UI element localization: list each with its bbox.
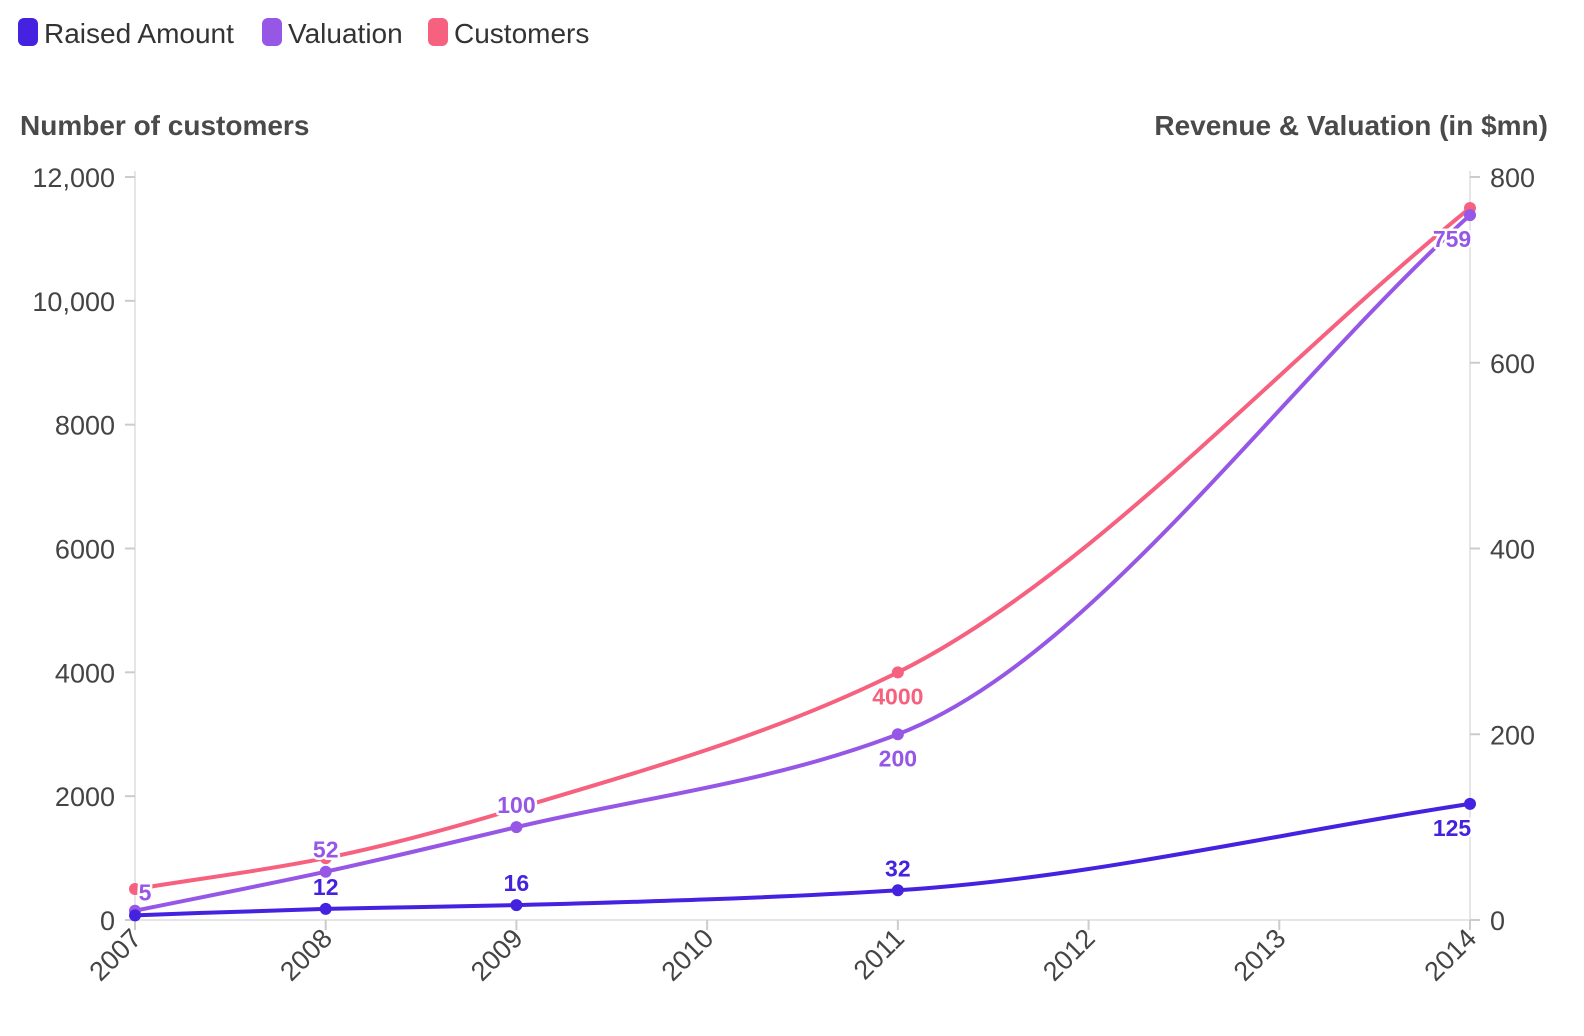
left-tick-label: 2000	[55, 782, 115, 812]
legend-swatch-1	[262, 18, 282, 46]
legend: Raised Amount Valuation Customers	[18, 18, 589, 49]
legend-label-0: Raised Amount	[44, 18, 234, 49]
data-point	[319, 865, 332, 878]
series-line-customers	[133, 205, 1472, 892]
data-label: 52	[313, 837, 339, 863]
data-point	[1464, 209, 1476, 222]
data-point	[1464, 797, 1476, 810]
x-tick-label: 2010	[656, 923, 720, 987]
legend-swatch-2	[428, 18, 448, 46]
left-tick-label: 10,000	[32, 287, 115, 317]
series-line-raised-amount	[133, 801, 1472, 918]
data-point	[129, 909, 141, 922]
legend-swatch-0	[18, 18, 38, 46]
left-tick-label: 12,000	[32, 163, 115, 193]
legend-label-1: Valuation	[288, 18, 403, 49]
series-points	[129, 201, 1476, 922]
left-tick-label: 0	[100, 906, 115, 936]
series-lines	[133, 205, 1472, 918]
data-label: 16	[504, 870, 530, 896]
data-label: 32	[885, 855, 911, 881]
left-tick-label: 8000	[55, 411, 115, 441]
data-label: 4000	[872, 683, 923, 709]
data-point	[510, 821, 523, 834]
x-tick-label: 2008	[274, 923, 338, 987]
x-tick-label: 2014	[1419, 923, 1483, 987]
axes: 0 2000 4000 6000 8000 10,000 12,000 0 200 400 600 8…	[32, 163, 1535, 987]
data-point	[319, 902, 332, 915]
right-tick-label: 0	[1490, 906, 1505, 936]
data-label: 125	[1433, 815, 1472, 841]
right-tick-label: 600	[1490, 349, 1535, 379]
left-tick-label: 4000	[55, 658, 115, 688]
data-label: 100	[497, 792, 535, 818]
x-tick-label: 2012	[1037, 923, 1101, 987]
x-tick-label: 2007	[84, 923, 148, 987]
data-point	[510, 802, 523, 815]
data-point	[891, 884, 904, 897]
data-point	[891, 728, 904, 741]
x-tick-label: 2009	[465, 923, 529, 987]
right-axis-title: Revenue & Valuation (in $mn)	[1154, 110, 1548, 141]
series-line-valuation	[133, 213, 1472, 913]
legend-label-2: Customers	[454, 18, 589, 49]
data-label: 200	[879, 745, 917, 771]
x-tick-label: 2013	[1228, 923, 1292, 987]
x-tick-label: 2011	[848, 923, 910, 985]
data-label: 759	[1433, 226, 1471, 252]
right-tick-label: 800	[1490, 163, 1535, 193]
left-axis-title: Number of customers	[20, 110, 309, 141]
left-tick-label: 6000	[55, 535, 115, 565]
data-point	[510, 899, 523, 912]
right-tick-label: 400	[1490, 535, 1535, 565]
right-tick-label: 200	[1490, 720, 1535, 750]
data-labels: 4000 5 52 100 200 759 12 16 32 125	[136, 224, 1474, 909]
data-point	[891, 666, 904, 679]
data-point	[129, 883, 141, 896]
data-point	[319, 852, 332, 865]
data-label: 12	[313, 874, 339, 900]
data-label: 5	[139, 880, 152, 906]
